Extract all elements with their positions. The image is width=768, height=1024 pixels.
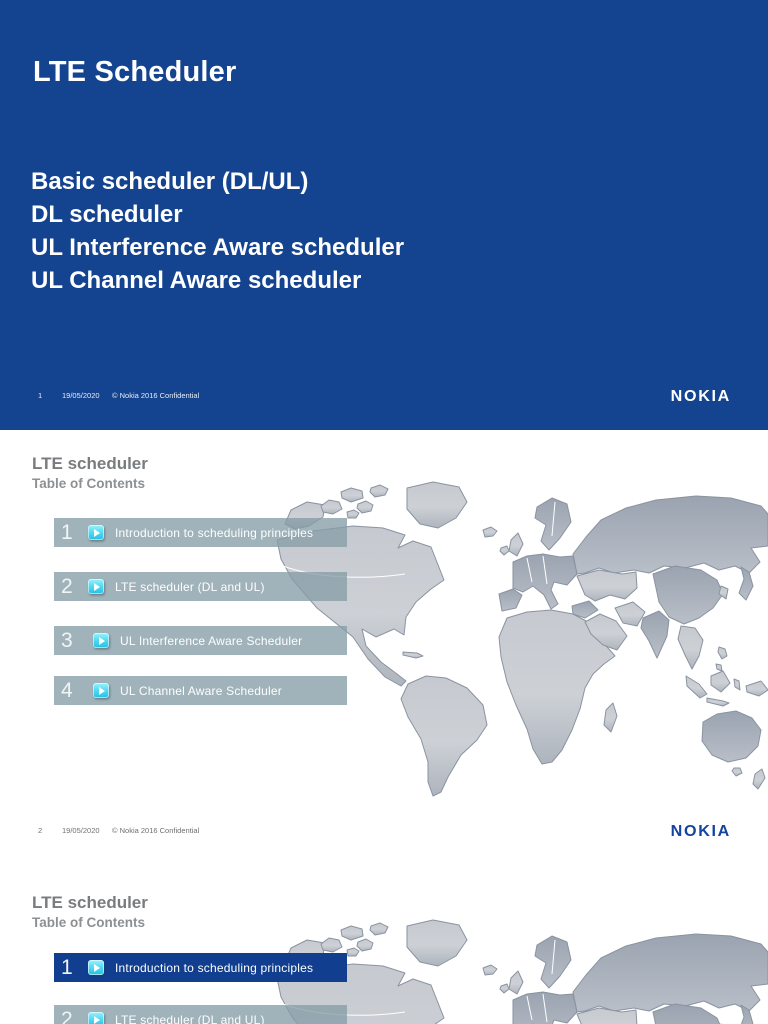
toc-item-1-active[interactable]: 1 Introduction to scheduling principles (54, 953, 347, 982)
toc-number: 2 (61, 575, 73, 598)
play-icon (88, 579, 104, 594)
nokia-logo: NOKIA (670, 388, 731, 405)
slide-title: LTE Scheduler (33, 56, 237, 88)
toc-label: LTE scheduler (DL and UL) (115, 579, 265, 594)
slide-subtitle: Table of Contents (32, 476, 145, 491)
play-icon (88, 525, 104, 540)
slide-body-text: Basic scheduler (DL/UL) DL scheduler UL … (31, 168, 405, 294)
play-icon (93, 683, 109, 698)
slide-title: LTE scheduler (32, 454, 148, 473)
page-number: 2 (38, 826, 43, 835)
toc-item-2[interactable]: 2 LTE scheduler (DL and UL) (54, 1005, 347, 1024)
toc-label: UL Interference Aware Scheduler (120, 633, 303, 648)
slide-subtitle: Table of Contents (32, 915, 145, 930)
toc-number: 2 (61, 1008, 73, 1024)
play-icon (88, 960, 104, 975)
toc-label: Introduction to scheduling principles (115, 960, 314, 975)
footer-date: 19/05/2020 (62, 391, 100, 400)
play-icon (88, 1012, 104, 1024)
toc-item-1[interactable]: 1 Introduction to scheduling principles (54, 518, 347, 547)
page-number: 1 (38, 391, 43, 400)
toc-number: 3 (61, 629, 73, 652)
footer-date: 19/05/2020 (62, 826, 100, 835)
toc-label: LTE scheduler (DL and UL) (115, 1012, 265, 1024)
slide-title: LTE scheduler (32, 893, 148, 912)
toc-item-3[interactable]: 3 UL Interference Aware Scheduler (54, 626, 347, 655)
play-icon (93, 633, 109, 648)
toc-item-4[interactable]: 4 UL Channel Aware Scheduler (54, 676, 347, 705)
footer-copyright: © Nokia 2016 Confidential (112, 391, 200, 400)
toc-label: UL Channel Aware Scheduler (120, 683, 282, 698)
toc-number: 1 (61, 521, 73, 544)
nokia-logo: NOKIA (670, 823, 731, 840)
slide-1-title-slide: LTE Scheduler Basic scheduler (DL/UL) DL… (0, 0, 768, 430)
slide-2-table-of-contents: LTE scheduler Table of Contents 1 Introd… (0, 430, 768, 868)
toc-number: 1 (61, 956, 73, 979)
toc-label: Introduction to scheduling principles (115, 525, 314, 540)
slide-3-table-of-contents: LTE scheduler Table of Contents 1 Introd… (0, 868, 768, 1024)
footer-copyright: © Nokia 2016 Confidential (112, 826, 200, 835)
toc-item-2[interactable]: 2 LTE scheduler (DL and UL) (54, 572, 347, 601)
toc-number: 4 (61, 679, 73, 702)
